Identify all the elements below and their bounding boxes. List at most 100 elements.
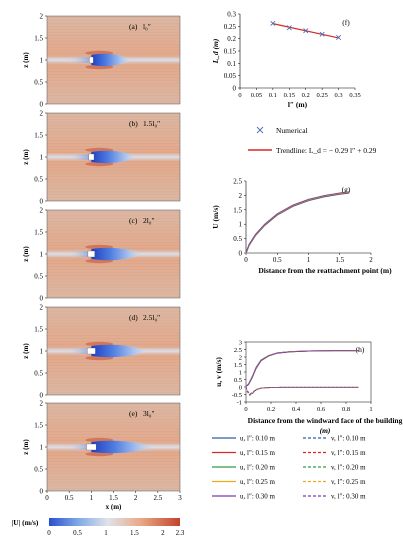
- building-block: [86, 443, 97, 451]
- velocity-curve: [245, 386, 359, 396]
- numerical-point: [286, 25, 292, 31]
- y-tick-label: 3: [239, 339, 242, 346]
- y-tick-label: 1.5: [233, 206, 242, 214]
- y-tick-label: 2.5: [233, 178, 242, 186]
- contour-panel: (d) 2.5l₀″ 0 0.5 1 1.5 2 z (m): [22, 304, 181, 400]
- y-tick-label: 0.2: [227, 35, 236, 43]
- colorbar-tick-label: 0.5: [73, 529, 82, 537]
- x-tick-label: 0: [238, 92, 241, 99]
- z-tick-label: 1: [40, 57, 44, 65]
- z-tick-label: 0.5: [34, 370, 43, 378]
- y-tick-label: 0: [239, 384, 242, 391]
- legend-label: v, l″: 0.30 m: [331, 493, 366, 501]
- x-tick-label: 2.5: [153, 494, 162, 502]
- x-axis-label: Distance from the reattachment point (m): [258, 266, 392, 275]
- contour-panel: (a) l₀″ 0 0.5 1 1.5 2 z (m): [22, 13, 181, 109]
- panel-label: (e): [129, 409, 138, 418]
- velocity-curve: [245, 350, 359, 387]
- panel-label: (g): [342, 185, 351, 194]
- legend-trendline-label: Trendline: L_d = − 0.29 l″ + 0.29: [276, 146, 377, 155]
- panel-label: (f): [342, 18, 350, 27]
- x-tick-label: 0.5: [273, 256, 282, 264]
- y-axis-label: U (m/s): [211, 205, 220, 229]
- z-axis-label: z (m): [22, 246, 30, 262]
- z-tick-label: 0: [40, 198, 44, 206]
- y-tick-label: 0.15: [224, 48, 237, 56]
- wake-region: [91, 150, 140, 164]
- x-tick-label: 0.4: [292, 406, 301, 413]
- z-tick-label: 0: [40, 392, 44, 400]
- z-tick-label: 2: [40, 304, 44, 312]
- legend-item: u, l″: 0.10 m: [212, 435, 276, 443]
- y-tick-label: 0.5: [234, 377, 242, 384]
- legend-label: u, l″: 0.30 m: [240, 493, 276, 501]
- contour-panel: (c) 2l₀″ 0 0.5 1 1.5 2 z (m): [22, 207, 181, 303]
- z-tick-label: 1.5: [34, 326, 43, 334]
- z-tick-label: 2: [40, 110, 44, 118]
- x-tick-label: 0: [45, 494, 49, 502]
- wake-region: [91, 53, 134, 67]
- y-tick-label: 1: [239, 221, 243, 229]
- legend-item: v, l″: 0.10 m: [303, 435, 366, 443]
- x-tick-label: 0.6: [317, 406, 326, 413]
- colorbar-tick-label: 2: [161, 529, 165, 537]
- z-axis-label: z (m): [22, 149, 30, 165]
- z-tick-label: 1.5: [34, 35, 43, 43]
- y-tick-label: 2: [239, 192, 243, 200]
- legend-label: v, l″: 0.10 m: [331, 435, 366, 443]
- y-tick-label: 1: [239, 369, 242, 376]
- y-tick-label: -1: [237, 399, 242, 406]
- legend: u, l″: 0.10 m u, l″: 0.15 m u, l″: 0.20 m u…: [212, 435, 366, 501]
- velocity-curve: [245, 350, 359, 387]
- numerical-point: [336, 34, 342, 40]
- legend-item: v, l″: 0.20 m: [303, 464, 366, 472]
- x-tick-label: 1: [307, 256, 311, 264]
- legend-item: u, l″: 0.15 m: [212, 449, 276, 457]
- z-tick-label: 1: [40, 444, 44, 452]
- panel-label: (h): [356, 345, 365, 354]
- z-axis-label: z (m): [22, 343, 30, 359]
- legend-item: v, l″: 0.15 m: [303, 449, 366, 457]
- legend-trendline: Trendline: L_d = − 0.29 l″ + 0.29: [248, 146, 377, 155]
- z-tick-label: 2: [40, 13, 44, 21]
- legend-label: u, l″: 0.25 m: [240, 478, 276, 486]
- panel-label: (d): [129, 313, 138, 322]
- x-tick-label: 0: [244, 256, 248, 264]
- wake-region: [91, 344, 152, 358]
- numerical-point: [319, 31, 325, 37]
- legend-label: u, l″: 0.10 m: [240, 435, 276, 443]
- z-tick-label: 0: [40, 488, 44, 496]
- z-tick-label: 1.5: [34, 132, 43, 140]
- legend-label: u, l″: 0.20 m: [240, 464, 276, 472]
- z-tick-label: 2: [40, 207, 44, 215]
- panel-label: (c): [129, 216, 138, 225]
- x-axis-label-line2: (m): [320, 426, 331, 435]
- contour-panel: (e) 3l₀″ 0 0.5 1 1.5 2 z (m): [22, 400, 181, 496]
- x-tick-label: 3: [178, 494, 182, 502]
- z-tick-label: 1.5: [34, 229, 43, 237]
- z-tick-label: 1: [40, 348, 44, 356]
- velocity-curve: [245, 191, 350, 253]
- legend-item: u, l″: 0.20 m: [212, 464, 276, 472]
- y-tick-label: 0: [239, 250, 243, 258]
- numerical-point: [270, 20, 276, 26]
- velocity-curve: [245, 386, 359, 395]
- y-tick-label: 2: [239, 354, 242, 361]
- z-tick-label: 0: [40, 101, 44, 109]
- legend-item: v, l″: 0.30 m: [303, 493, 366, 501]
- y-tick-label: 0: [233, 85, 237, 93]
- panel-label: (a): [129, 22, 138, 31]
- z-tick-label: 1: [40, 154, 44, 162]
- y-tick-label: 0.1: [227, 60, 236, 68]
- legend-item: u, l″: 0.30 m: [212, 493, 276, 501]
- case-label: 2.5l₀″: [143, 313, 160, 322]
- building-block: [89, 56, 94, 64]
- velocity-curve: [245, 191, 350, 253]
- y-tick-label: 0.3: [227, 11, 236, 19]
- y-tick-label: 1.5: [234, 362, 242, 369]
- velocity-curve: [245, 192, 350, 254]
- x-axis-label: l″ (m): [288, 100, 308, 109]
- colorbar-tick-label: 1.5: [130, 529, 139, 537]
- x-tick-label: 0.5: [65, 494, 74, 502]
